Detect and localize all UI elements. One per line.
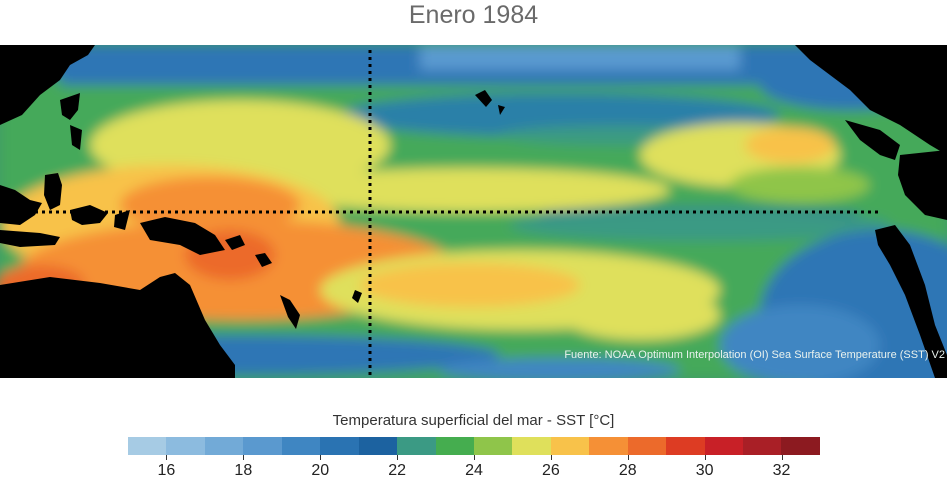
- colorbar-tick-label: 18: [234, 462, 253, 479]
- colorbar-tick-label: 20: [311, 462, 330, 479]
- colorbar-tick-label: 16: [157, 462, 176, 479]
- source-note: Fuente: NOAA Optimum Interpolation (OI) …: [564, 349, 945, 361]
- map-title: Enero 1984: [408, 1, 539, 29]
- colorbar-tick-mark: [704, 455, 706, 460]
- colorbar-label: Temperatura superficial del mar - SST [°…: [332, 412, 615, 429]
- colorbar-swatch: [473, 437, 513, 455]
- colorbar-swatch: [627, 437, 667, 455]
- colorbar-swatch: [320, 437, 359, 455]
- colorbar-tick-mark: [474, 455, 475, 460]
- colorbar-tick-mark: [320, 455, 322, 460]
- colorbar: [128, 437, 820, 455]
- colorbar-swatch: [743, 437, 782, 455]
- colorbar-tick-label: 28: [618, 462, 637, 479]
- sst-map: Fuente: NOAA Optimum Interpolation (OI) …: [0, 45, 947, 378]
- colorbar-swatch: [550, 437, 590, 455]
- sst-map-canvas: [0, 45, 947, 378]
- colorbar-swatch: [704, 437, 743, 455]
- colorbar-tick-label: 32: [772, 462, 791, 479]
- colorbar-swatch: [666, 437, 705, 455]
- colorbar-swatch: [204, 437, 244, 455]
- colorbar-tick-mark: [166, 455, 168, 460]
- colorbar-swatch: [281, 437, 321, 455]
- colorbar-swatch: [512, 437, 551, 455]
- colorbar-swatch: [589, 437, 628, 455]
- colorbar-ticks: 16 18 20 22 24 26 28 30 32: [128, 455, 820, 480]
- colorbar-swatch: [243, 437, 282, 455]
- colorbar-swatch: [781, 437, 820, 455]
- colorbar-swatch: [358, 437, 398, 455]
- colorbar-tick-label: 22: [388, 462, 406, 479]
- colorbar-tick-mark: [627, 455, 629, 460]
- colorbar-swatch: [166, 437, 205, 455]
- colorbar-tick-mark: [397, 455, 399, 460]
- colorbar-tick-label: 26: [541, 462, 560, 479]
- sst-field: [0, 45, 947, 378]
- colorbar-tick-label: 24: [465, 462, 483, 479]
- colorbar-swatch: [397, 437, 436, 455]
- colorbar-tick-mark: [550, 455, 552, 460]
- colorbar-tick-mark: [243, 455, 245, 460]
- colorbar-swatch: [435, 437, 474, 455]
- land-masses: [0, 45, 947, 378]
- colorbar-tick-label: 30: [695, 462, 714, 479]
- colorbar-swatch: [128, 437, 167, 455]
- colorbar-tick-mark: [781, 455, 783, 460]
